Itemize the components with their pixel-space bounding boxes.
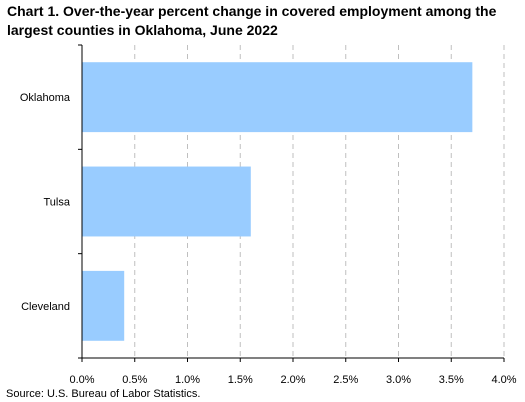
bar-oklahoma [82,62,473,133]
x-tick-label: 1.0% [175,374,200,386]
x-tick-label: 3.5% [439,374,464,386]
x-tick-label: 2.0% [280,374,305,386]
x-tick-label: 2.5% [333,374,358,386]
x-tick-label: 4.0% [491,374,516,386]
bars [82,62,473,341]
chart-title: Chart 1. Over-the-year percent change in… [7,3,497,38]
axes [78,44,505,362]
x-tick-label: 0.0% [69,374,94,386]
y-tick-label: Tulsa [44,197,71,209]
x-tick-label: 0.5% [122,374,147,386]
axis-labels: Oklahoma Tulsa Cleveland 0.0% 0.5% 1.0% 1.5% 2.… [20,92,517,386]
bar-cleveland [82,270,125,341]
y-tick-label: Oklahoma [20,92,71,104]
x-tick-label: 1.5% [228,374,253,386]
bar-tulsa [82,166,251,237]
y-tick-label: Cleveland [21,301,70,313]
source-note: Source: U.S. Bureau of Labor Statistics. [6,388,201,400]
x-tick-label: 3.0% [386,374,411,386]
